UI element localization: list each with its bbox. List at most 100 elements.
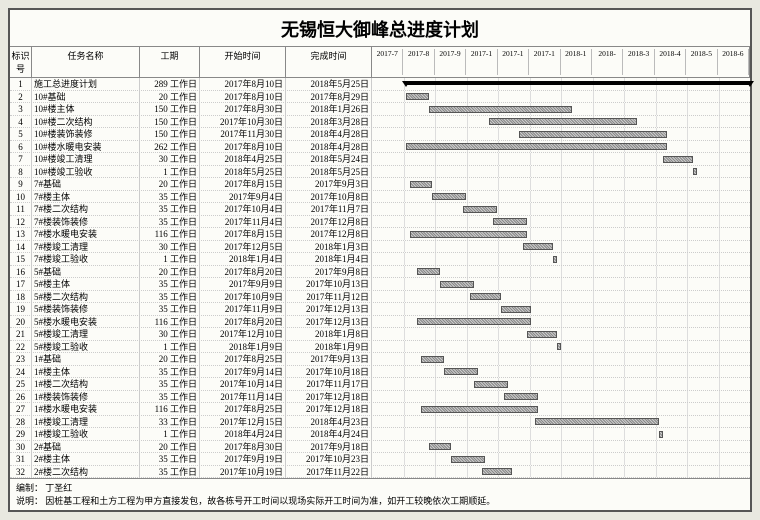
cell-id: 22	[10, 341, 32, 353]
cell-start: 2017年8月25日	[200, 353, 286, 365]
col-header-name: 任务名称	[32, 47, 140, 77]
cell-end: 2018年5月25日	[286, 78, 372, 90]
task-bar	[523, 243, 553, 250]
timeline-month: 2018-	[592, 49, 623, 75]
cell-name: 1#楼水暖电安装	[32, 403, 140, 415]
gantt-cell	[372, 391, 750, 403]
task-bar	[659, 431, 663, 438]
cell-start: 2017年8月10日	[200, 78, 286, 90]
cell-duration: 35 工作日	[140, 378, 200, 390]
cell-name: 10#基础	[32, 91, 140, 103]
timeline-month: 2017-7	[372, 49, 403, 75]
table-row: 310#楼主体150 工作日2017年8月30日2018年1月26日	[10, 103, 750, 116]
cell-start: 2017年9月19日	[200, 453, 286, 465]
cell-id: 31	[10, 453, 32, 465]
cell-end: 2017年9月8日	[286, 266, 372, 278]
cell-end: 2018年1月9日	[286, 341, 372, 353]
cell-duration: 20 工作日	[140, 353, 200, 365]
cell-duration: 1 工作日	[140, 166, 200, 178]
cell-id: 2	[10, 91, 32, 103]
cell-end: 2017年9月3日	[286, 178, 372, 190]
cell-name: 10#楼主体	[32, 103, 140, 115]
cell-end: 2017年11月7日	[286, 203, 372, 215]
cell-name: 10#楼竣工验收	[32, 166, 140, 178]
cell-start: 2018年1月9日	[200, 341, 286, 353]
cell-duration: 150 工作日	[140, 116, 200, 128]
cell-end: 2018年4月28日	[286, 128, 372, 140]
table-row: 1施工总进度计划289 工作日2017年8月10日2018年5月25日	[10, 78, 750, 91]
cell-start: 2017年8月20日	[200, 316, 286, 328]
cell-duration: 1 工作日	[140, 341, 200, 353]
cell-name: 1#楼主体	[32, 366, 140, 378]
cell-id: 8	[10, 166, 32, 178]
table-row: 710#楼竣工清理30 工作日2018年4月25日2018年5月24日	[10, 153, 750, 166]
cell-duration: 35 工作日	[140, 203, 200, 215]
cell-end: 2017年12月18日	[286, 391, 372, 403]
gantt-cell	[372, 291, 750, 303]
cell-end: 2017年9月18日	[286, 441, 372, 453]
cell-start: 2017年8月10日	[200, 141, 286, 153]
table-row: 97#基础20 工作日2017年8月15日2017年9月3日	[10, 178, 750, 191]
cell-name: 1#楼竣工验收	[32, 428, 140, 440]
gantt-cell	[372, 466, 750, 478]
cell-end: 2018年1月26日	[286, 103, 372, 115]
cell-name: 7#楼水暖电安装	[32, 228, 140, 240]
cell-duration: 35 工作日	[140, 216, 200, 228]
gantt-cell	[372, 103, 750, 115]
cell-end: 2018年1月4日	[286, 253, 372, 265]
gantt-cell	[372, 178, 750, 190]
cell-id: 7	[10, 153, 32, 165]
cell-id: 21	[10, 328, 32, 340]
cell-end: 2018年4月23日	[286, 416, 372, 428]
author-label: 编制：	[16, 483, 43, 493]
gantt-cell	[372, 353, 750, 365]
cell-end: 2018年5月24日	[286, 153, 372, 165]
task-bar	[406, 143, 667, 150]
gantt-cell	[372, 303, 750, 315]
gantt-cell	[372, 153, 750, 165]
cell-id: 19	[10, 303, 32, 315]
cell-name: 2#楼二次结构	[32, 466, 140, 478]
timeline-month: 2017-1	[529, 49, 560, 75]
table-row: 225#楼竣工验收1 工作日2018年1月9日2018年1月9日	[10, 341, 750, 354]
cell-duration: 35 工作日	[140, 366, 200, 378]
table-row: 117#楼二次结构35 工作日2017年10月4日2017年11月7日	[10, 203, 750, 216]
task-bar	[421, 356, 444, 363]
cell-start: 2018年4月24日	[200, 428, 286, 440]
cell-start: 2017年12月5日	[200, 241, 286, 253]
cell-id: 16	[10, 266, 32, 278]
cell-duration: 35 工作日	[140, 466, 200, 478]
cell-start: 2017年12月15日	[200, 416, 286, 428]
cell-name: 10#楼竣工清理	[32, 153, 140, 165]
table-row: 147#楼竣工清理30 工作日2017年12月5日2018年1月3日	[10, 241, 750, 254]
cell-start: 2017年8月25日	[200, 403, 286, 415]
table-row: 195#楼装饰装修35 工作日2017年11月9日2017年12月13日	[10, 303, 750, 316]
cell-name: 10#楼二次结构	[32, 116, 140, 128]
table-row: 302#基础20 工作日2017年8月30日2017年9月18日	[10, 441, 750, 454]
table-row: 215#楼竣工清理30 工作日2017年12月10日2018年1月8日	[10, 328, 750, 341]
cell-end: 2017年12月13日	[286, 316, 372, 328]
task-bar	[501, 306, 531, 313]
task-bar	[504, 393, 538, 400]
cell-end: 2017年12月13日	[286, 303, 372, 315]
table-row: 185#楼二次结构35 工作日2017年10月9日2017年11月12日	[10, 291, 750, 304]
cell-id: 6	[10, 141, 32, 153]
cell-start: 2018年5月25日	[200, 166, 286, 178]
cell-duration: 262 工作日	[140, 141, 200, 153]
task-bar	[444, 368, 478, 375]
note-label: 说明：	[16, 496, 43, 506]
cell-duration: 1 工作日	[140, 428, 200, 440]
cell-duration: 150 工作日	[140, 103, 200, 115]
author-name: 丁圣红	[45, 483, 72, 493]
table-row: 241#楼主体35 工作日2017年9月14日2017年10月18日	[10, 366, 750, 379]
cell-end: 2018年4月24日	[286, 428, 372, 440]
cell-end: 2017年10月18日	[286, 366, 372, 378]
cell-end: 2017年8月29日	[286, 91, 372, 103]
cell-start: 2017年9月4日	[200, 191, 286, 203]
cell-name: 1#基础	[32, 353, 140, 365]
cell-name: 2#楼主体	[32, 453, 140, 465]
task-bar	[519, 131, 666, 138]
table-row: 137#楼水暖电安装116 工作日2017年8月15日2017年12月8日	[10, 228, 750, 241]
cell-duration: 1 工作日	[140, 253, 200, 265]
timeline-header: 2017-72017-82017-92017-12017-12017-12018…	[372, 47, 750, 77]
